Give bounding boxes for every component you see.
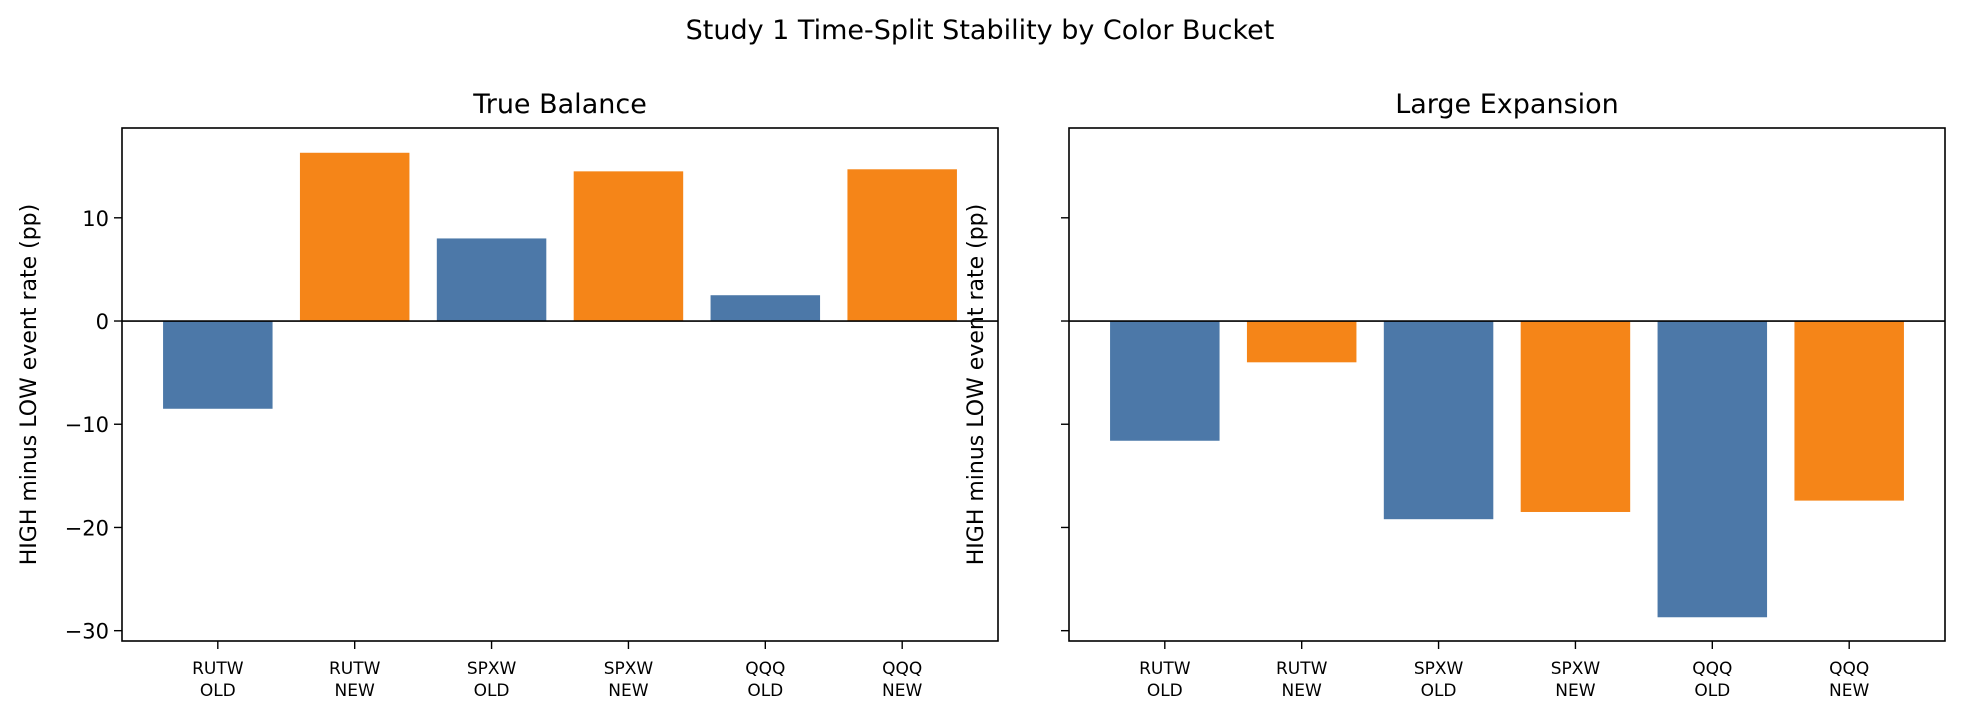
panel2-axes-frame <box>1068 127 1946 642</box>
xtick-label-ticker: RUTW <box>329 659 381 679</box>
panel2-xtick-label: RUTW NEW <box>1276 659 1328 701</box>
xtick-label-period: NEW <box>335 681 375 701</box>
panel1-ylabel: HIGH minus LOW event rate (pp) <box>17 204 42 565</box>
panel1-xtick-label: RUTW NEW <box>329 659 381 701</box>
xtick-label-ticker: QQQ <box>1692 659 1732 679</box>
xtick-label-period: OLD <box>200 681 236 701</box>
panel2-bar-spxw-old <box>1383 321 1494 520</box>
figure-title: Study 1 Time-Split Stability by Color Bu… <box>686 15 1275 46</box>
xtick-label-ticker: RUTW <box>1276 659 1328 679</box>
panel1-bar-rutw-new <box>299 152 410 322</box>
panel1-ytick-label: 0 <box>96 310 109 334</box>
panel-true-balance: True Balance −30 −20 −10 0 10 HIGH minus LOW e… <box>17 89 999 701</box>
xtick-label-ticker: SPXW <box>467 659 517 679</box>
panel1-bar-rutw-old <box>163 321 273 409</box>
panel2-xtick-label: QQQ NEW <box>1829 659 1869 701</box>
panel2-bar-qqq-old <box>1657 321 1768 618</box>
panel1-ytick-label: −30 <box>65 620 109 644</box>
xtick-label-period: NEW <box>1282 681 1322 701</box>
xtick-label-ticker: SPXW <box>604 659 654 679</box>
panel1-xtick-label: SPXW OLD <box>467 659 517 701</box>
panel2-bar-rutw-new <box>1246 321 1357 363</box>
panel1-bar-spxw-old <box>436 238 547 322</box>
panel2-xtick-label: SPXW OLD <box>1414 659 1464 701</box>
panel2-title: Large Expansion <box>1395 89 1619 120</box>
xtick-label-period: NEW <box>1829 681 1869 701</box>
panel1-xtick-label: SPXW NEW <box>604 659 654 701</box>
panel2-xtick-label: QQQ OLD <box>1692 659 1732 701</box>
panel1-bar-qqq-old <box>710 295 821 322</box>
xtick-label-ticker: QQQ <box>745 659 785 679</box>
xtick-label-ticker: RUTW <box>192 659 244 679</box>
xtick-label-period: NEW <box>882 681 922 701</box>
panel1-xtick-label: RUTW OLD <box>192 659 244 701</box>
panel2-bar-rutw-old <box>1110 321 1220 441</box>
panel2-bar-qqq-new <box>1794 321 1904 501</box>
panel1-axes-frame <box>121 127 999 642</box>
xtick-label-period: OLD <box>1694 681 1730 701</box>
xtick-label-period: OLD <box>747 681 783 701</box>
xtick-label-ticker: SPXW <box>1551 659 1601 679</box>
panel2-ylabel: HIGH minus LOW event rate (pp) <box>964 204 989 565</box>
xtick-label-ticker: RUTW <box>1139 659 1191 679</box>
xtick-label-period: OLD <box>1421 681 1457 701</box>
xtick-label-period: NEW <box>1555 681 1595 701</box>
panel2-xtick-label: SPXW NEW <box>1551 659 1601 701</box>
xtick-label-ticker: QQQ <box>882 659 922 679</box>
panel1-xtick-label: QQQ NEW <box>882 659 922 701</box>
panel1-title: True Balance <box>472 89 647 120</box>
xtick-label-ticker: QQQ <box>1829 659 1869 679</box>
panel2-bar-spxw-new <box>1520 321 1631 512</box>
panel-large-expansion: Large Expansion HIGH minus LOW event rate… <box>964 89 1946 701</box>
panel1-ytick-label: −10 <box>65 413 109 437</box>
xtick-label-ticker: SPXW <box>1414 659 1464 679</box>
panel1-bar-spxw-new <box>573 171 684 322</box>
panel1-bar-qqq-new <box>847 169 957 322</box>
panel1-ytick-label: −20 <box>65 516 109 540</box>
panel1-xtick-label: QQQ OLD <box>745 659 785 701</box>
xtick-label-period: NEW <box>608 681 648 701</box>
panel1-ytick-label: 10 <box>82 207 109 231</box>
xtick-label-period: OLD <box>474 681 510 701</box>
panel2-xtick-label: RUTW OLD <box>1139 659 1191 701</box>
xtick-label-period: OLD <box>1147 681 1183 701</box>
